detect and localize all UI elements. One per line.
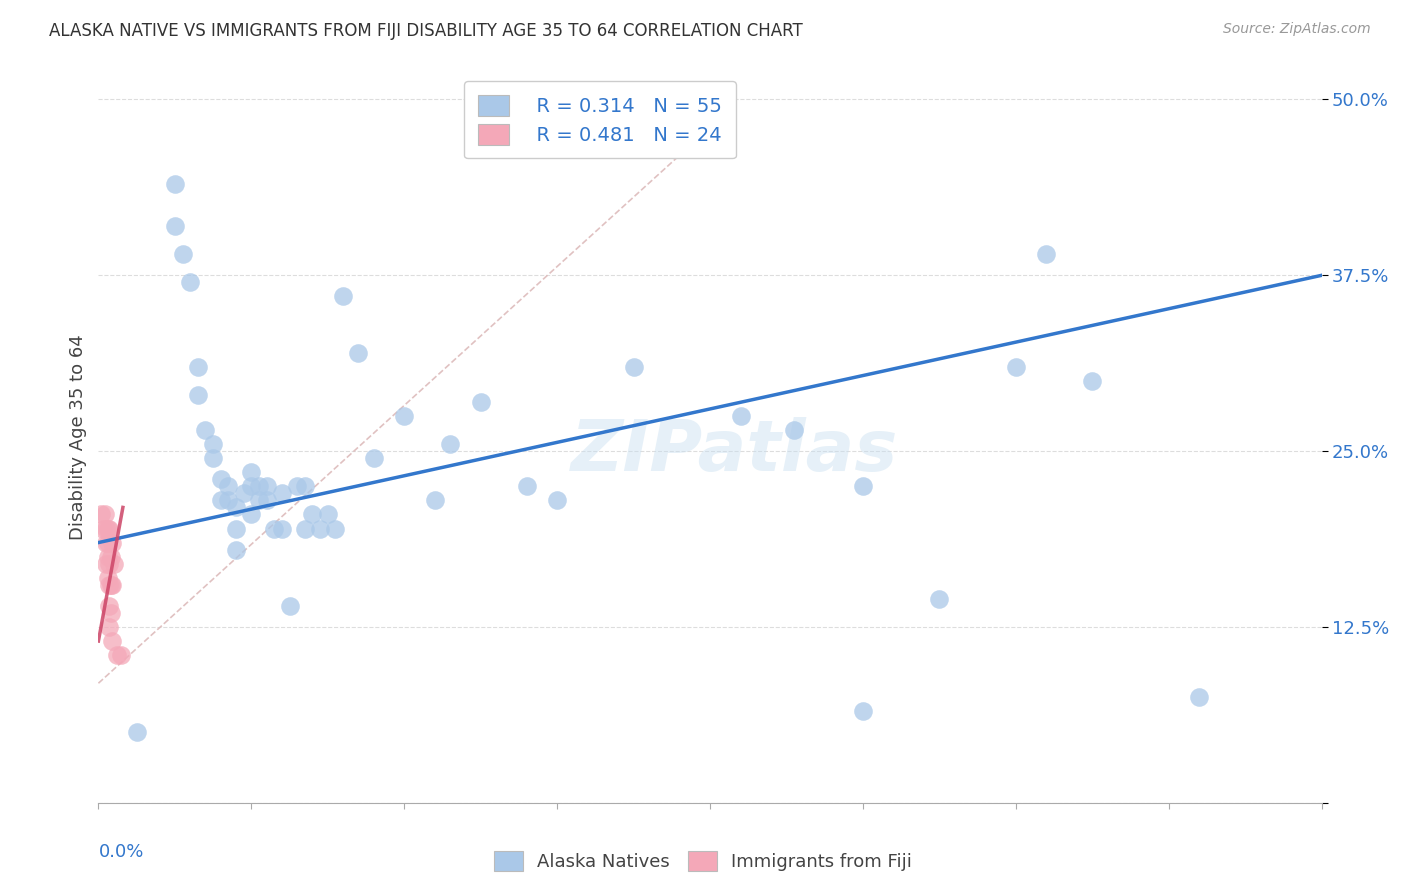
Point (240, 465, 263, 479)
Point (225, 521, 247, 535)
Point (852, 705, 875, 719)
Point (301, 508, 323, 522)
Point (623, 359, 645, 374)
Point (1188, 690, 1211, 705)
Point (470, 395, 492, 409)
Point (101, 535, 124, 549)
Point (363, 451, 385, 466)
Point (105, 648, 128, 662)
Point (1004, 359, 1026, 374)
Point (172, 247, 194, 261)
Point (209, 493, 232, 508)
Point (316, 508, 339, 522)
Point (194, 423, 217, 437)
Point (101, 578, 124, 592)
Point (516, 479, 538, 493)
Point (217, 493, 239, 508)
Point (332, 289, 354, 303)
Point (294, 521, 316, 535)
Point (1035, 247, 1057, 261)
Text: Source: ZipAtlas.com: Source: ZipAtlas.com (1223, 22, 1371, 37)
Point (125, 725, 148, 739)
Point (1081, 374, 1104, 388)
Point (347, 345, 370, 359)
Point (202, 451, 225, 466)
Point (225, 542, 247, 557)
Point (730, 409, 752, 423)
Point (97, 521, 120, 535)
Point (91, 521, 114, 535)
Point (103, 557, 125, 571)
Point (240, 508, 263, 522)
Point (98, 578, 121, 592)
Point (294, 479, 316, 493)
Point (187, 359, 209, 374)
Point (202, 437, 225, 451)
Point (546, 493, 568, 508)
Point (240, 479, 263, 493)
Point (392, 409, 416, 423)
Point (783, 423, 806, 437)
Point (423, 493, 446, 508)
Point (110, 648, 132, 662)
Text: 0.0%: 0.0% (98, 843, 143, 861)
Point (309, 521, 332, 535)
Text: ALASKA NATIVE VS IMMIGRANTS FROM FIJI DISABILITY AGE 35 TO 64 CORRELATION CHART: ALASKA NATIVE VS IMMIGRANTS FROM FIJI DI… (49, 22, 803, 40)
Point (225, 500, 247, 515)
Point (247, 493, 270, 508)
Point (439, 437, 461, 451)
Point (97, 549, 120, 564)
Point (98, 521, 121, 535)
Point (247, 479, 270, 493)
Point (852, 479, 875, 493)
Point (97, 571, 120, 585)
Point (232, 486, 254, 500)
Y-axis label: Disability Age 35 to 64: Disability Age 35 to 64 (69, 334, 87, 540)
Point (97, 535, 120, 549)
Point (187, 388, 209, 402)
Point (263, 521, 285, 535)
Point (94, 557, 117, 571)
Point (100, 578, 122, 592)
Point (179, 276, 201, 290)
Point (278, 599, 301, 613)
Point (256, 493, 278, 508)
Point (94, 521, 117, 535)
Text: ZIPatlas: ZIPatlas (571, 417, 898, 486)
Point (270, 486, 292, 500)
Point (90, 508, 112, 522)
Legend:   R = 0.314   N = 55,   R = 0.481   N = 24: R = 0.314 N = 55, R = 0.481 N = 24 (464, 81, 735, 159)
Point (270, 521, 292, 535)
Legend: Alaska Natives, Immigrants from Fiji: Alaska Natives, Immigrants from Fiji (486, 844, 920, 879)
Point (98, 557, 121, 571)
Point (101, 634, 124, 648)
Point (93, 508, 115, 522)
Point (928, 591, 950, 606)
Point (217, 479, 239, 493)
Point (325, 521, 347, 535)
Point (256, 479, 278, 493)
Point (94, 535, 117, 549)
Point (100, 549, 122, 564)
Point (209, 472, 232, 486)
Point (163, 177, 186, 191)
Point (98, 620, 121, 634)
Point (98, 599, 121, 613)
Point (285, 479, 308, 493)
Point (163, 219, 186, 233)
Point (100, 606, 122, 620)
